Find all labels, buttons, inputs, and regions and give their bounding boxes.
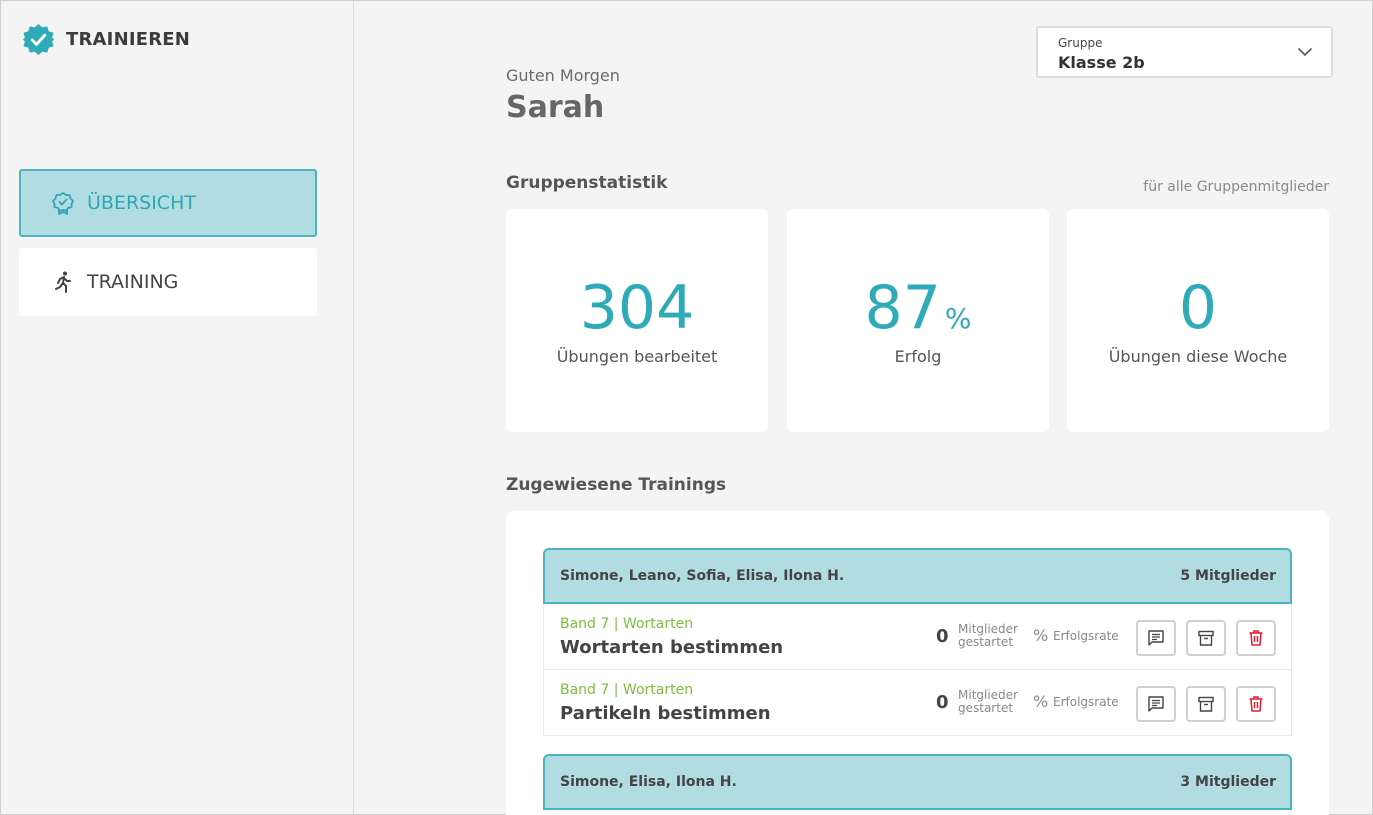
started-label-line1: Mitglieder xyxy=(958,622,1018,636)
group-select[interactable]: Gruppe Klasse 2b xyxy=(1036,26,1333,78)
started-count: 0 xyxy=(936,626,949,647)
stat-value: 87% xyxy=(787,277,1049,350)
stat-unit: % xyxy=(944,302,972,335)
group-members: Simone, Leano, Sofia, Elisa, Ilona H. xyxy=(560,568,845,584)
comment-button[interactable] xyxy=(1136,620,1176,656)
rate-symbol: % xyxy=(1033,626,1049,645)
training-row[interactable]: Band 7 | Wortarten Partikeln bestimmen 0… xyxy=(543,670,1292,736)
app-title: TRAINIEREN xyxy=(66,29,191,50)
training-name: Wortarten bestimmen xyxy=(560,637,784,658)
rate-symbol: % xyxy=(1033,692,1049,711)
started-label: Mitglieder gestartet xyxy=(958,689,1018,715)
trainings-panel: Simone, Leano, Sofia, Elisa, Ilona H. 5 … xyxy=(506,511,1329,815)
runner-icon xyxy=(55,271,71,293)
training-row[interactable]: Band 7 | Wortarten Wortarten bestimmen 0… xyxy=(543,604,1292,670)
training-group: Simone, Elisa, Ilona H. 3 Mitglieder xyxy=(543,754,1292,810)
trainings-title: Zugewiesene Trainings xyxy=(506,475,727,495)
delete-button[interactable] xyxy=(1236,686,1276,722)
nav-label-training: TRAINING xyxy=(87,271,179,293)
training-category: Band 7 | Wortarten xyxy=(560,682,694,698)
group-member-count: 5 Mitglieder xyxy=(1180,568,1276,584)
stat-card-exercises: 304 Übungen bearbeitet xyxy=(506,209,768,432)
nav-item-overview[interactable]: ÜBERSICHT xyxy=(19,169,317,237)
stats-title: Gruppenstatistik xyxy=(506,173,668,193)
trash-icon xyxy=(1249,696,1263,712)
stat-label: Übungen bearbeitet xyxy=(556,347,718,366)
training-name: Partikeln bestimmen xyxy=(560,703,771,724)
delete-button[interactable] xyxy=(1236,620,1276,656)
archive-icon xyxy=(1198,630,1214,646)
rate-label: Erfolgsrate xyxy=(1053,695,1119,709)
greeting: Guten Morgen xyxy=(506,66,620,85)
stat-number: 0 xyxy=(1178,273,1218,343)
stat-card-success: 87% Erfolg xyxy=(787,209,1049,432)
sidebar: TRAINIEREN ÜBERSICHT TRAINING xyxy=(1,1,354,814)
started-label-line2: gestartet xyxy=(958,635,1014,649)
archive-button[interactable] xyxy=(1186,620,1226,656)
started-count: 0 xyxy=(936,692,949,713)
archive-button[interactable] xyxy=(1186,686,1226,722)
group-select-label: Gruppe xyxy=(1058,36,1103,50)
user-name: Sarah xyxy=(506,90,605,125)
group-members: Simone, Elisa, Ilona H. xyxy=(560,774,737,790)
badge-icon xyxy=(52,192,74,215)
stat-value: 304 xyxy=(506,277,768,339)
stat-label: Erfolg xyxy=(894,347,942,366)
training-group-header[interactable]: Simone, Leano, Sofia, Elisa, Ilona H. 5 … xyxy=(543,548,1292,604)
rate-label: Erfolgsrate xyxy=(1053,629,1119,643)
archive-icon xyxy=(1198,696,1214,712)
training-category: Band 7 | Wortarten xyxy=(560,616,694,632)
started-label-line2: gestartet xyxy=(958,701,1014,715)
nav-label-overview: ÜBERSICHT xyxy=(87,192,196,214)
started-label-line1: Mitglieder xyxy=(958,688,1018,702)
training-group: Simone, Leano, Sofia, Elisa, Ilona H. 5 … xyxy=(543,548,1292,736)
badge-check-icon xyxy=(22,23,55,56)
group-member-count: 3 Mitglieder xyxy=(1180,774,1276,790)
stat-number: 304 xyxy=(579,273,695,343)
started-label: Mitglieder gestartet xyxy=(958,623,1018,649)
stat-card-week: 0 Übungen diese Woche xyxy=(1067,209,1329,432)
stat-label: Übungen diese Woche xyxy=(1108,347,1288,366)
comment-button[interactable] xyxy=(1136,686,1176,722)
app-logo[interactable]: TRAINIEREN xyxy=(22,23,190,56)
nav-item-training[interactable]: TRAINING xyxy=(19,248,317,316)
trash-icon xyxy=(1249,630,1263,646)
comment-icon xyxy=(1148,630,1164,646)
chevron-down-icon xyxy=(1298,48,1312,57)
stats-hint: für alle Gruppenmitglieder xyxy=(1143,179,1329,195)
stat-number: 87 xyxy=(864,273,941,343)
training-group-header[interactable]: Simone, Elisa, Ilona H. 3 Mitglieder xyxy=(543,754,1292,810)
group-select-value: Klasse 2b xyxy=(1058,53,1145,72)
comment-icon xyxy=(1148,696,1164,712)
stat-value: 0 xyxy=(1067,277,1329,339)
